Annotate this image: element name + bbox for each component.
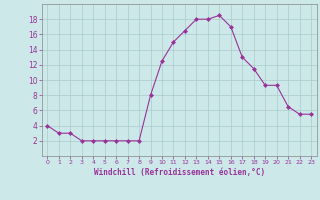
X-axis label: Windchill (Refroidissement éolien,°C): Windchill (Refroidissement éolien,°C) — [94, 168, 265, 177]
